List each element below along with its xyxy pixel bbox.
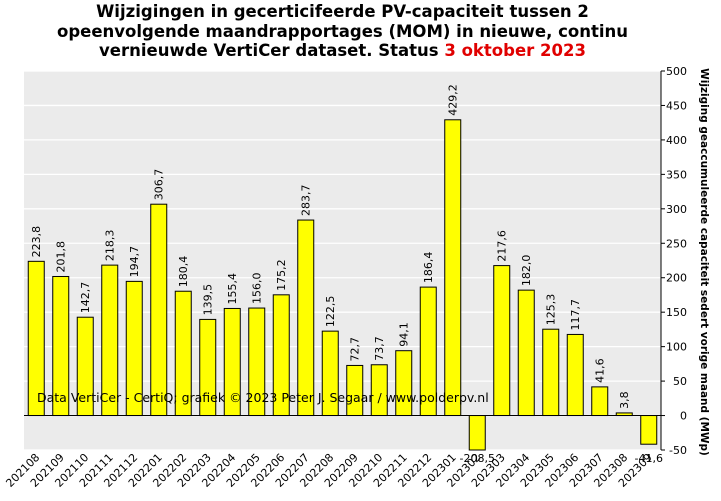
x-axis-labels: 2021082021092021102021112021122022012022… <box>3 451 654 490</box>
title-status-date: 3 oktober 2023 <box>444 41 586 60</box>
value-label: 156,0 <box>251 273 264 305</box>
value-label: 72,7 <box>349 337 362 362</box>
y-tick-label: 450 <box>666 99 687 112</box>
value-label: 180,4 <box>177 256 190 288</box>
value-label: 283,7 <box>300 185 313 217</box>
value-label: 194,7 <box>128 246 141 278</box>
value-label: 3,8 <box>618 391 631 409</box>
value-label: 201,8 <box>55 241 68 273</box>
title-line-2: opeenvolgende maandrapportages (MOM) in … <box>56 21 628 41</box>
title-line-3: vernieuwde VertiCer dataset. Status 3 ok… <box>0 41 685 61</box>
value-label: -208,5 <box>460 452 495 465</box>
y-axis-ticks: -50 0 50 100 150 200 250 300 350 400 450 500 <box>661 65 687 457</box>
value-label: 175,2 <box>275 259 288 291</box>
bar <box>150 203 168 417</box>
value-label: 155,4 <box>226 273 239 305</box>
credit-text: Data VertiCer - CertiQ; grafiek © 2023 P… <box>37 390 489 405</box>
value-label: 223,8 <box>30 226 43 258</box>
value-label: -41,6 <box>635 452 663 465</box>
bar <box>493 265 511 417</box>
y-tick-label: -50 <box>669 444 687 457</box>
y-tick-label: 500 <box>666 65 687 78</box>
y-tick-label: 150 <box>666 306 687 319</box>
y-axis-label: Wijziging geaccumuleerde capaciteit sede… <box>698 68 710 456</box>
y-tick-label: 350 <box>666 168 687 181</box>
value-label: 117,7 <box>569 299 582 331</box>
y-tick-label: 300 <box>666 203 687 216</box>
bar <box>297 219 315 417</box>
value-label: 94,1 <box>398 322 411 347</box>
y-tick-label: 200 <box>666 272 687 285</box>
y-tick-label: 50 <box>673 375 687 388</box>
bar <box>517 289 535 417</box>
bar <box>566 333 584 417</box>
bar <box>640 415 658 445</box>
bar <box>591 386 609 417</box>
value-label: 217,6 <box>496 230 509 262</box>
value-label: 142,7 <box>79 282 92 314</box>
value-label: 218,3 <box>104 230 117 262</box>
bar <box>542 328 560 417</box>
bar <box>468 415 486 451</box>
bar <box>444 119 462 417</box>
value-label: 41,6 <box>594 358 607 383</box>
value-label: 139,5 <box>202 284 215 316</box>
value-labels: 223,8 201,8 142,7 218,3 194,7 306,7 180,4 139,5… <box>30 84 663 465</box>
value-label: 306,7 <box>153 169 166 201</box>
y-tick-label: 0 <box>680 410 687 423</box>
title-line-3-main: vernieuwde VertiCer dataset. Status <box>99 41 445 60</box>
y-tick-label: 100 <box>666 341 687 354</box>
chart-title: Wijzigingen in gecerticifeerde PV-capaci… <box>0 2 685 61</box>
value-label: 186,4 <box>422 252 435 284</box>
bars <box>27 119 658 451</box>
value-label: 73,7 <box>373 336 386 361</box>
title-line-1: Wijzigingen in gecerticifeerde PV-capaci… <box>96 2 589 21</box>
bar <box>395 350 413 417</box>
value-label: 182,0 <box>520 255 533 287</box>
value-label: 429,2 <box>447 84 460 116</box>
y-tick-label: 400 <box>666 134 687 147</box>
value-label: 125,3 <box>545 294 558 326</box>
y-tick-label: 250 <box>666 237 687 250</box>
value-label: 122,5 <box>324 296 337 328</box>
